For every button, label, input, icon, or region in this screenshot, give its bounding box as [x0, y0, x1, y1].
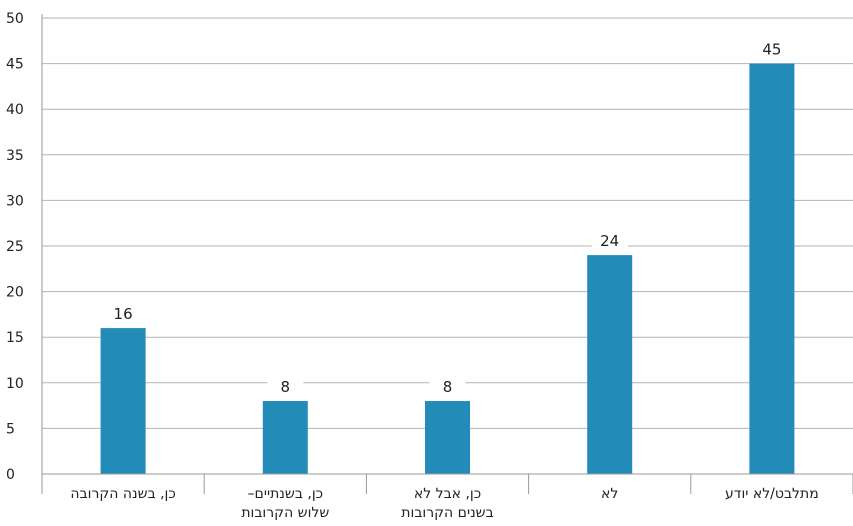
- bar: [262, 401, 308, 474]
- x-tick-label: כן, בשנתיים–: [248, 486, 324, 502]
- bar: [587, 255, 633, 474]
- data-label-background: [591, 233, 628, 252]
- data-label-background: [429, 379, 466, 398]
- data-label: 8: [443, 378, 453, 396]
- y-tick-label: 15: [6, 330, 24, 346]
- y-tick-label: 50: [6, 11, 24, 27]
- x-tick-label: שלוש הקרובות: [241, 505, 329, 521]
- data-label-background: [105, 306, 142, 325]
- y-tick-label: 0: [6, 467, 15, 483]
- x-tick-label: בשנים הקרובות: [401, 505, 493, 521]
- data-label: 16: [114, 305, 133, 323]
- y-tick-label: 25: [6, 239, 24, 255]
- axes: 0 5 10 15 20 25 30 35 40 45 50 כן, בשנה הקרובה כן, ב…: [6, 11, 853, 521]
- y-tick-label: 30: [6, 193, 24, 209]
- x-tick-label: כן, אבל לא: [414, 486, 481, 502]
- y-tick-label: 40: [6, 102, 24, 118]
- x-tick-label: כן, בשנה הקרובה: [70, 486, 175, 502]
- data-label: 45: [762, 41, 781, 59]
- bar: [100, 328, 146, 474]
- y-tick-label: 35: [6, 148, 24, 164]
- y-tick-label: 20: [6, 285, 24, 301]
- data-labels: 16 8 8 24 45: [105, 41, 790, 398]
- data-label: 24: [600, 232, 619, 250]
- y-tick-label: 5: [6, 421, 15, 437]
- data-label-background: [267, 379, 304, 398]
- gridlines: [42, 17, 853, 475]
- data-label: 8: [281, 378, 291, 396]
- bar: [425, 401, 470, 474]
- x-tick-label: לא: [601, 486, 618, 502]
- x-tick-label: מתלבט/לא יודע: [725, 486, 819, 502]
- bar: [749, 63, 795, 474]
- data-label-background: [753, 41, 790, 60]
- y-tick-label: 45: [6, 57, 24, 73]
- y-tick-label: 10: [6, 376, 24, 392]
- bars: [100, 63, 795, 474]
